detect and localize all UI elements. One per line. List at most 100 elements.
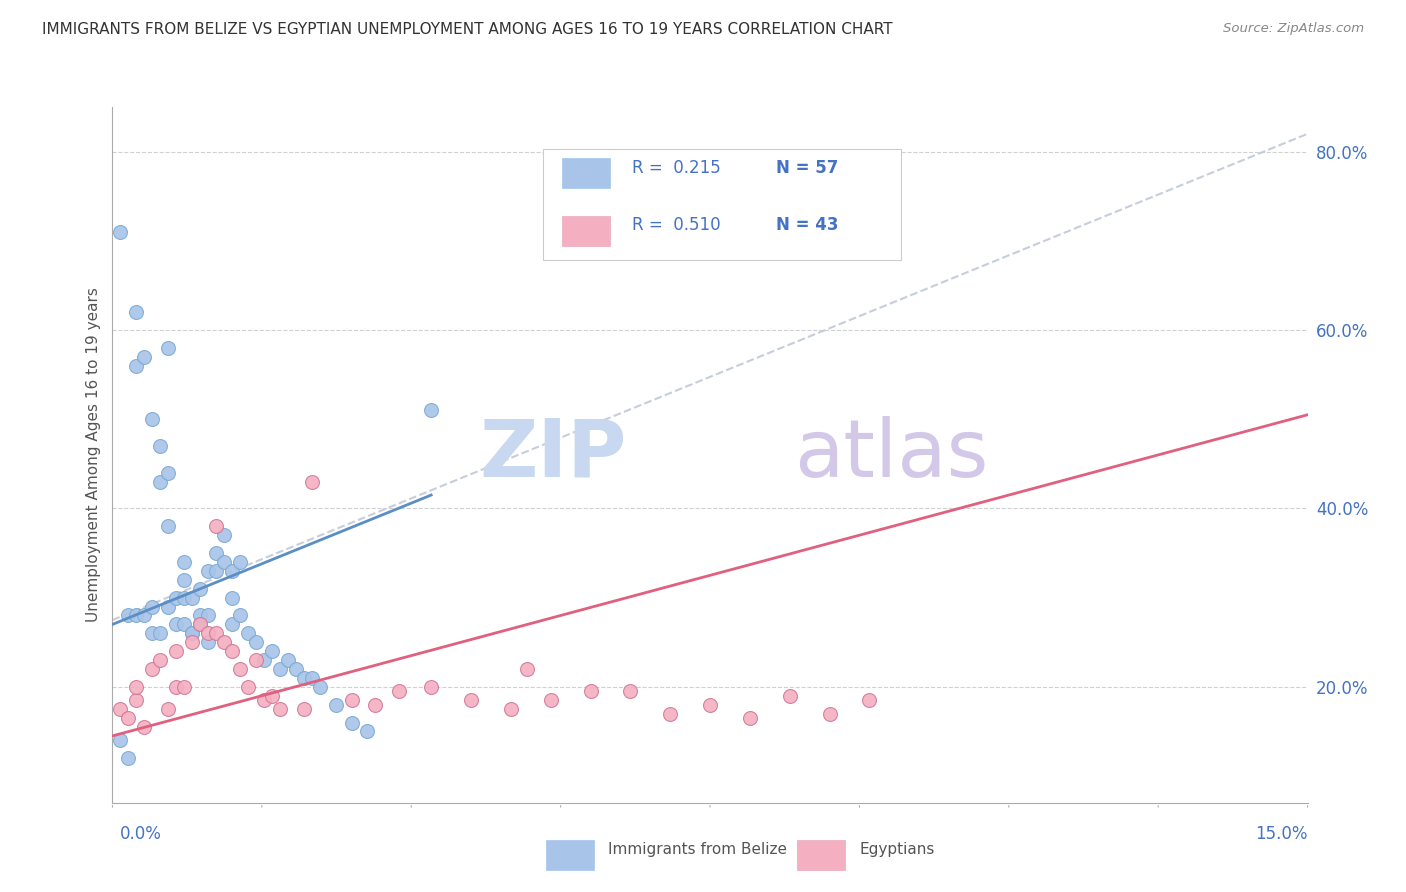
- Point: [197, 608, 219, 623]
- Point: [579, 684, 602, 698]
- Point: [269, 702, 291, 716]
- Point: [134, 350, 156, 364]
- Point: [125, 693, 148, 707]
- Point: [516, 662, 538, 676]
- Point: [229, 555, 252, 569]
- Point: [197, 564, 219, 578]
- FancyBboxPatch shape: [562, 158, 610, 188]
- Point: [858, 693, 880, 707]
- Point: [110, 702, 132, 716]
- Point: [149, 439, 172, 453]
- Point: [134, 720, 156, 734]
- Point: [260, 644, 283, 658]
- Point: [882, 234, 904, 248]
- Text: IMMIGRANTS FROM BELIZE VS EGYPTIAN UNEMPLOYMENT AMONG AGES 16 TO 19 YEARS CORREL: IMMIGRANTS FROM BELIZE VS EGYPTIAN UNEMP…: [42, 22, 893, 37]
- Point: [141, 626, 163, 640]
- Point: [245, 635, 267, 649]
- Point: [253, 693, 276, 707]
- FancyBboxPatch shape: [547, 840, 595, 871]
- Point: [245, 653, 267, 667]
- Point: [212, 555, 235, 569]
- Point: [292, 702, 315, 716]
- Point: [157, 599, 180, 614]
- Point: [292, 671, 315, 685]
- Point: [188, 582, 211, 596]
- Point: [117, 711, 139, 725]
- Point: [181, 591, 204, 605]
- Point: [165, 644, 187, 658]
- Point: [205, 626, 228, 640]
- Point: [205, 546, 228, 560]
- Y-axis label: Unemployment Among Ages 16 to 19 years: Unemployment Among Ages 16 to 19 years: [86, 287, 101, 623]
- Point: [236, 680, 259, 694]
- Point: [284, 662, 307, 676]
- Point: [134, 608, 156, 623]
- Point: [117, 751, 139, 765]
- Point: [157, 702, 180, 716]
- Point: [173, 617, 195, 632]
- Point: [197, 626, 219, 640]
- Point: [157, 341, 180, 355]
- Point: [221, 564, 243, 578]
- Point: [260, 689, 283, 703]
- Point: [460, 693, 482, 707]
- Point: [340, 693, 363, 707]
- Point: [221, 591, 243, 605]
- Point: [125, 359, 148, 373]
- Point: [420, 680, 443, 694]
- Point: [236, 626, 259, 640]
- Point: [221, 644, 243, 658]
- Point: [659, 706, 682, 721]
- Point: [125, 680, 148, 694]
- Point: [188, 617, 211, 632]
- Text: atlas: atlas: [793, 416, 988, 494]
- FancyBboxPatch shape: [562, 216, 610, 246]
- Text: N = 57: N = 57: [776, 159, 838, 177]
- Point: [738, 711, 761, 725]
- Point: [149, 653, 172, 667]
- Point: [141, 412, 163, 426]
- Point: [181, 626, 204, 640]
- Point: [181, 626, 204, 640]
- Text: 0.0%: 0.0%: [120, 825, 162, 843]
- Point: [301, 671, 323, 685]
- Point: [205, 564, 228, 578]
- Point: [221, 617, 243, 632]
- Point: [149, 475, 172, 489]
- Text: Egyptians: Egyptians: [859, 842, 935, 857]
- Text: ZIP: ZIP: [479, 416, 626, 494]
- Point: [340, 715, 363, 730]
- Point: [173, 680, 195, 694]
- Point: [165, 680, 187, 694]
- Point: [165, 591, 187, 605]
- Text: R =  0.215: R = 0.215: [633, 159, 721, 177]
- Point: [699, 698, 721, 712]
- Point: [141, 662, 163, 676]
- Point: [269, 662, 291, 676]
- Point: [173, 573, 195, 587]
- Text: Immigrants from Belize: Immigrants from Belize: [609, 842, 787, 857]
- Point: [420, 403, 443, 417]
- FancyBboxPatch shape: [543, 149, 901, 260]
- Point: [325, 698, 347, 712]
- Point: [197, 635, 219, 649]
- Point: [181, 635, 204, 649]
- Point: [212, 635, 235, 649]
- Point: [499, 702, 522, 716]
- Point: [301, 475, 323, 489]
- Point: [125, 305, 148, 319]
- Point: [356, 724, 378, 739]
- Point: [619, 684, 641, 698]
- FancyBboxPatch shape: [797, 840, 845, 871]
- Point: [818, 706, 841, 721]
- Text: R =  0.510: R = 0.510: [633, 217, 721, 235]
- Point: [173, 555, 195, 569]
- Point: [117, 608, 139, 623]
- Point: [157, 519, 180, 533]
- Point: [277, 653, 299, 667]
- Point: [157, 466, 180, 480]
- Point: [125, 608, 148, 623]
- Point: [308, 680, 330, 694]
- Point: [229, 662, 252, 676]
- Point: [205, 519, 228, 533]
